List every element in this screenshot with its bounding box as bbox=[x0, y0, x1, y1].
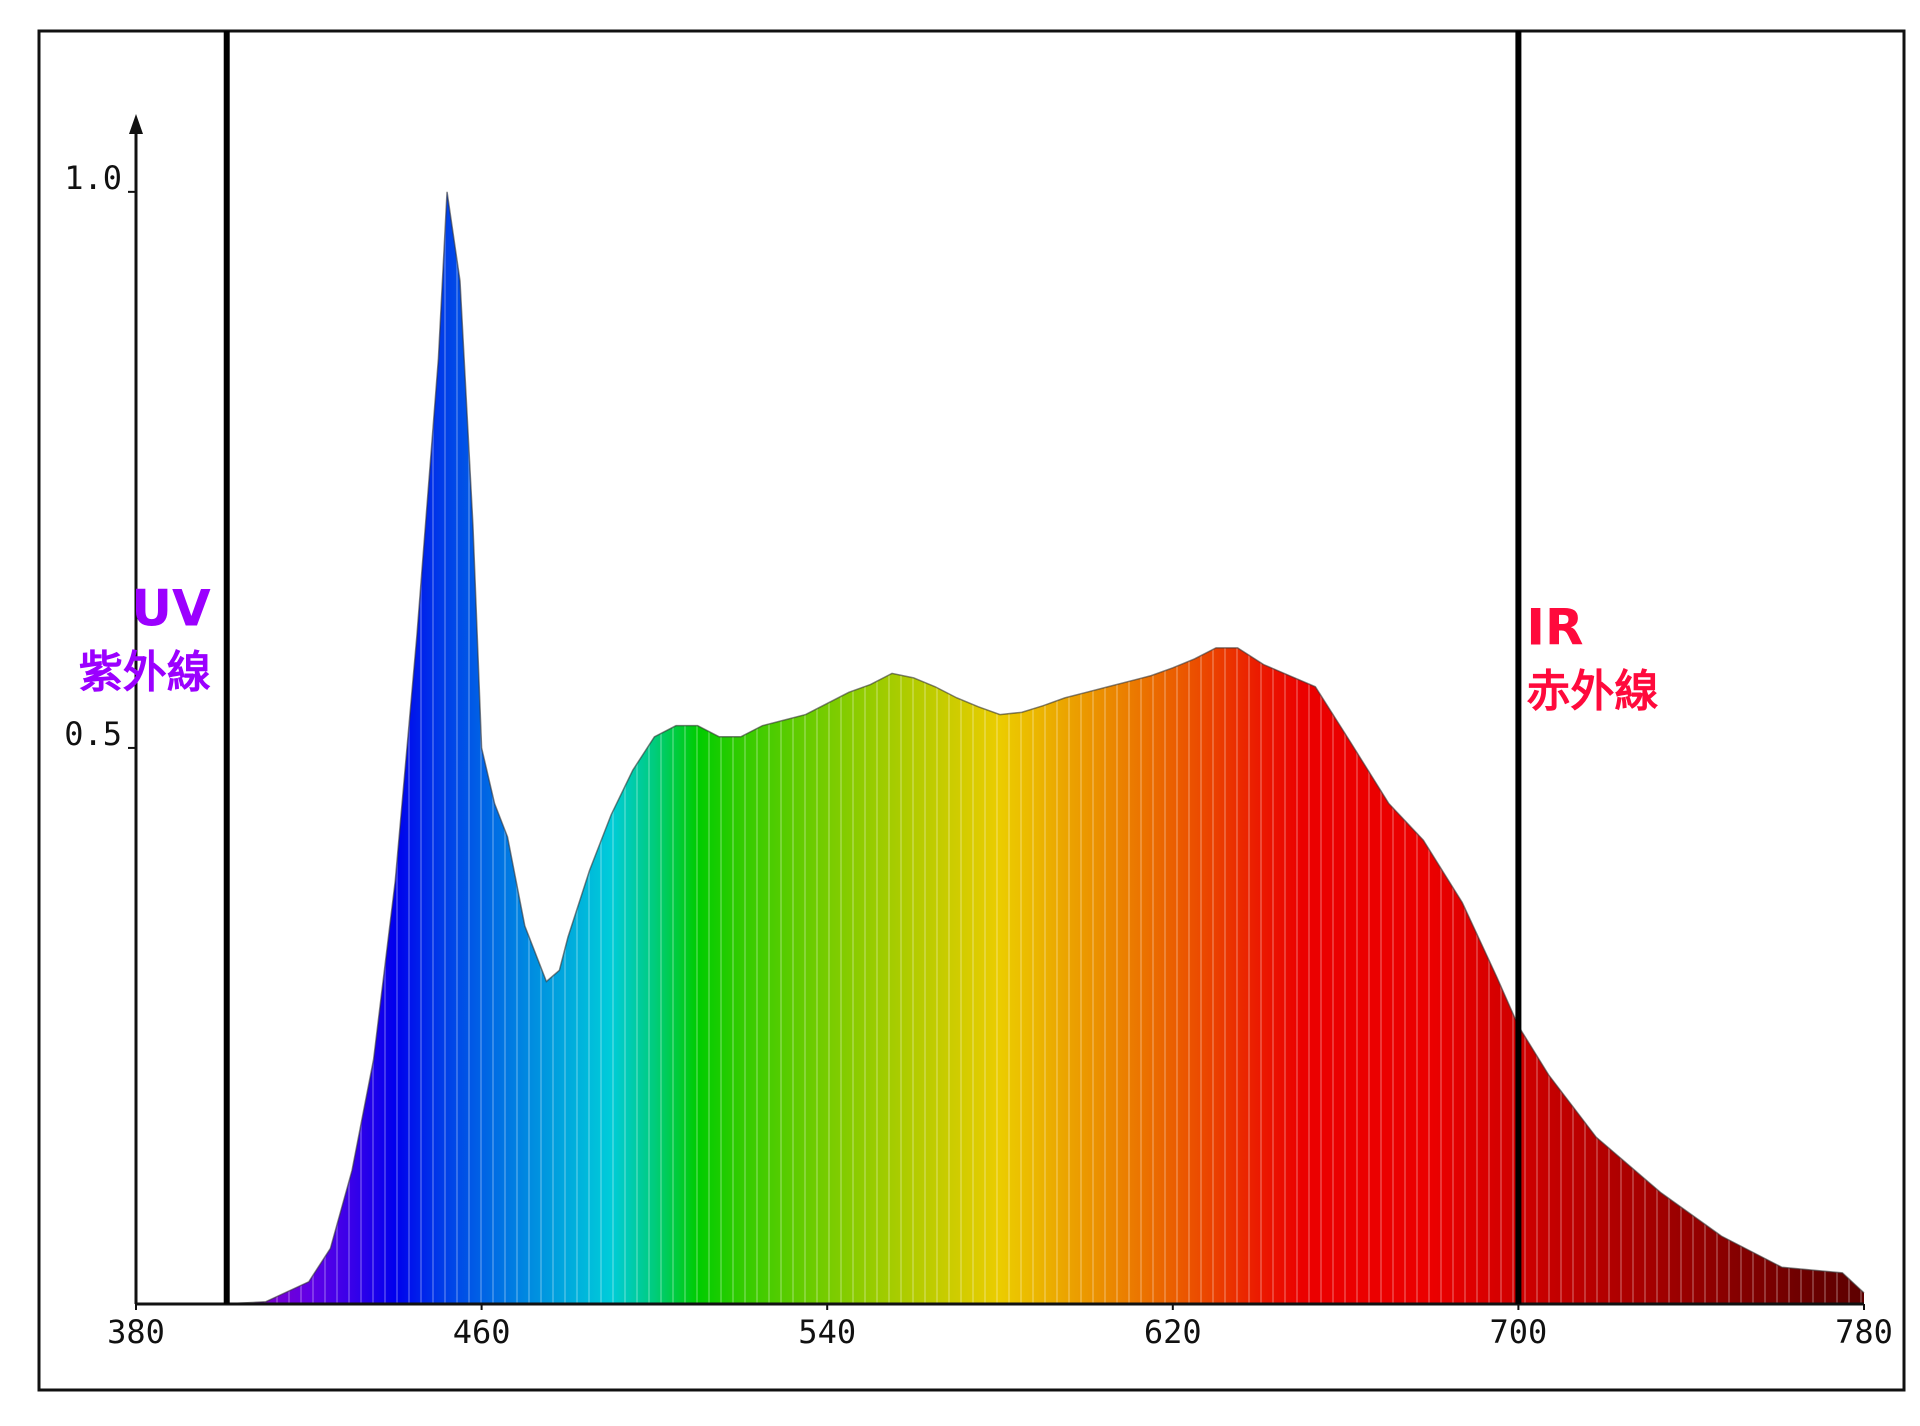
y-tick-label: 1.0 bbox=[64, 159, 122, 197]
x-tick-label: 540 bbox=[798, 1313, 856, 1351]
marker-label: IR bbox=[1526, 599, 1583, 657]
marker-sublabel: 赤外線 bbox=[1526, 666, 1658, 717]
marker-sublabel: 紫外線 bbox=[79, 647, 211, 698]
frame bbox=[37, 29, 1906, 1392]
y-tick-label: 0.5 bbox=[64, 715, 122, 753]
x-tick-label: 780 bbox=[1835, 1313, 1893, 1351]
spectrum-line bbox=[136, 191, 1865, 1305]
x-tick-label: 620 bbox=[1144, 1313, 1202, 1351]
x-tick-label: 700 bbox=[1490, 1313, 1548, 1351]
x-tick-label: 380 bbox=[107, 1313, 165, 1351]
marker-label: UV bbox=[131, 580, 211, 638]
x-tick-label: 460 bbox=[453, 1313, 511, 1351]
y-axis-arrow bbox=[129, 114, 143, 134]
spectrum-stripes bbox=[136, 191, 1864, 1304]
